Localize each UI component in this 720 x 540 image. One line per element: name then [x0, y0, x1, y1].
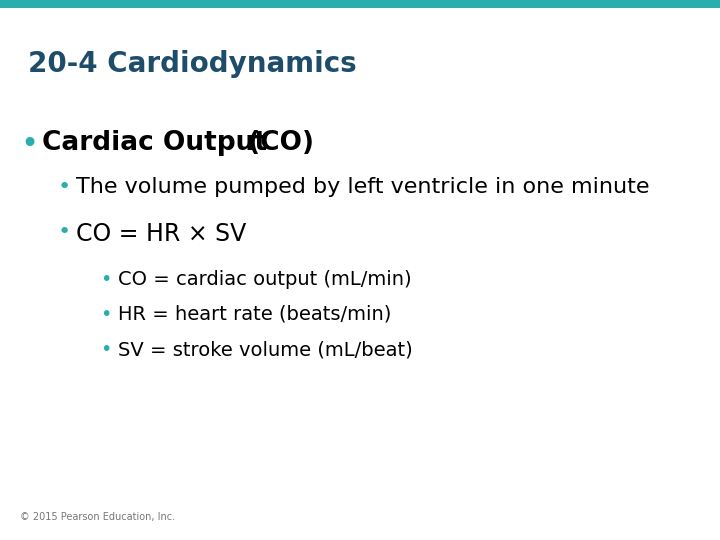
- Text: •: •: [58, 222, 71, 242]
- Text: CO = cardiac output (mL/min): CO = cardiac output (mL/min): [118, 270, 412, 289]
- Text: © 2015 Pearson Education, Inc.: © 2015 Pearson Education, Inc.: [20, 512, 175, 522]
- Text: Cardiac Output: Cardiac Output: [42, 130, 267, 156]
- Text: •: •: [100, 305, 112, 324]
- Text: 20-4 Cardiodynamics: 20-4 Cardiodynamics: [28, 50, 356, 78]
- Text: •: •: [100, 270, 112, 289]
- Text: HR = heart rate (beats/min): HR = heart rate (beats/min): [118, 305, 392, 324]
- Text: CO = HR × SV: CO = HR × SV: [76, 222, 246, 246]
- Text: (CO): (CO): [239, 130, 314, 156]
- Text: •: •: [100, 340, 112, 359]
- Text: The volume pumped by left ventricle in one minute: The volume pumped by left ventricle in o…: [76, 177, 649, 197]
- Bar: [0, 0, 720, 8]
- Text: •: •: [20, 130, 38, 159]
- Text: •: •: [58, 177, 71, 197]
- Text: SV = stroke volume (mL/beat): SV = stroke volume (mL/beat): [118, 340, 413, 359]
